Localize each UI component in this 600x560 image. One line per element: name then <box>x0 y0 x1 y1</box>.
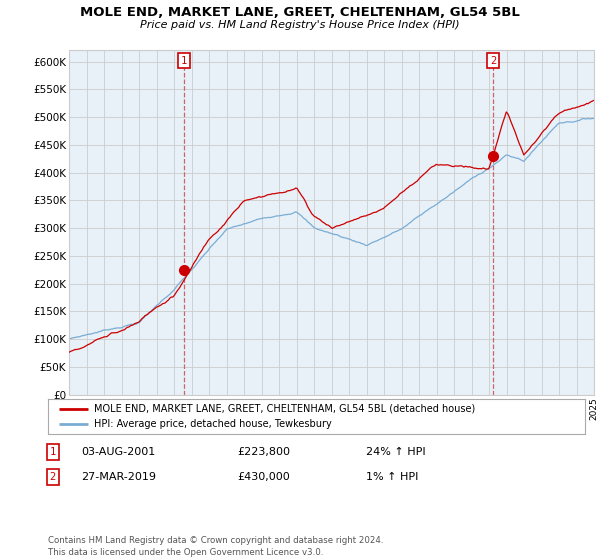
Text: 1: 1 <box>50 447 56 457</box>
Text: HPI: Average price, detached house, Tewkesbury: HPI: Average price, detached house, Tewk… <box>94 419 331 430</box>
Text: MOLE END, MARKET LANE, GREET, CHELTENHAM, GL54 5BL: MOLE END, MARKET LANE, GREET, CHELTENHAM… <box>80 6 520 18</box>
Text: 2: 2 <box>490 55 496 66</box>
Text: 24% ↑ HPI: 24% ↑ HPI <box>366 447 425 457</box>
Text: 03-AUG-2001: 03-AUG-2001 <box>81 447 155 457</box>
Text: £223,800: £223,800 <box>237 447 290 457</box>
Text: 2: 2 <box>50 472 56 482</box>
Text: 27-MAR-2019: 27-MAR-2019 <box>81 472 156 482</box>
Text: 1: 1 <box>181 55 187 66</box>
Text: Price paid vs. HM Land Registry's House Price Index (HPI): Price paid vs. HM Land Registry's House … <box>140 20 460 30</box>
Text: £430,000: £430,000 <box>237 472 290 482</box>
Text: 1% ↑ HPI: 1% ↑ HPI <box>366 472 418 482</box>
Text: MOLE END, MARKET LANE, GREET, CHELTENHAM, GL54 5BL (detached house): MOLE END, MARKET LANE, GREET, CHELTENHAM… <box>94 404 475 414</box>
Text: Contains HM Land Registry data © Crown copyright and database right 2024.
This d: Contains HM Land Registry data © Crown c… <box>48 536 383 557</box>
